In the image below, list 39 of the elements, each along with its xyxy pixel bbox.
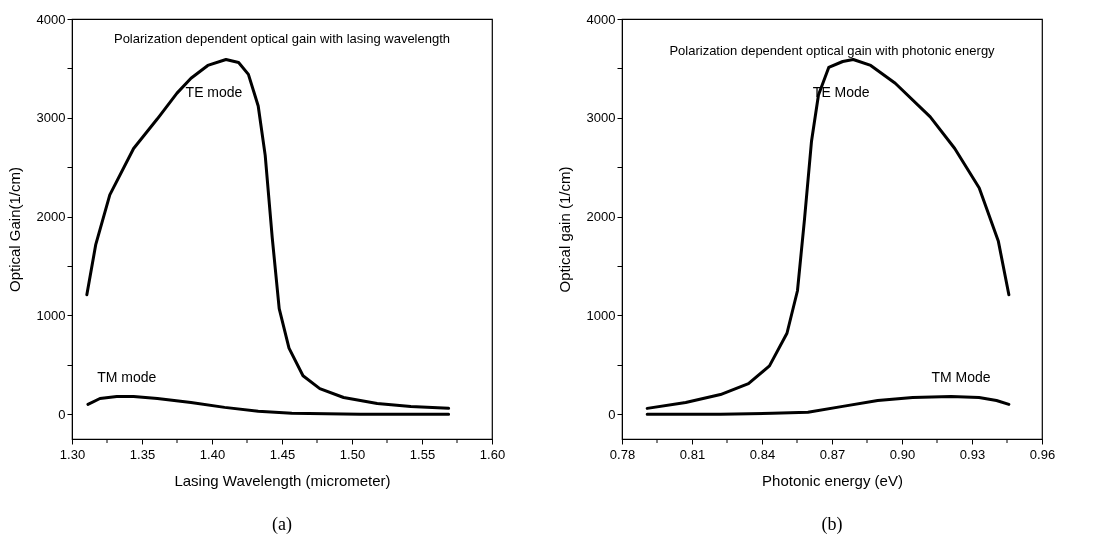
x-tick-label: 0.81	[679, 446, 706, 462]
y-tick-label: 4000	[586, 11, 616, 27]
y-tick-label: 1000	[586, 307, 616, 323]
line-series	[86, 395, 451, 416]
x-tick-label: 1.55	[409, 446, 436, 462]
x-tick-label: 1.60	[479, 446, 506, 462]
series-label: TM mode	[97, 368, 157, 385]
text: Polarization dependent optical gain with lasing wavelength	[113, 31, 451, 46]
text: (b)	[821, 514, 843, 535]
line-series	[645, 395, 1011, 416]
x-tick-label: 0.87	[819, 446, 846, 462]
text: Polarization dependent optical gain with photonic energy	[669, 43, 996, 58]
y-tick-label: 0	[58, 406, 66, 422]
x-tick-label: 0.84	[749, 446, 776, 462]
x-tick-label: 1.40	[199, 446, 226, 462]
y-axis-title: Optical Gain(1/cm)	[5, 166, 23, 293]
y-tick-label: 0	[608, 406, 616, 422]
x-axis-title: Photonic energy (eV)	[762, 471, 903, 489]
x-tick-label: 0.78	[609, 446, 636, 462]
x-tick-label: 0.96	[1029, 446, 1056, 462]
line-series	[85, 58, 451, 410]
x-axis-title: Lasing Wavelength (micrometer)	[174, 471, 391, 489]
x-tick-label: 1.50	[339, 446, 366, 462]
line-series	[645, 58, 1011, 410]
y-tick-label: 3000	[36, 110, 66, 126]
x-tick-label: 0.90	[889, 446, 916, 462]
x-tick-label: 1.45	[269, 446, 296, 462]
x-tick-label: 1.30	[59, 446, 86, 462]
y-tick-label: 4000	[36, 11, 66, 27]
y-tick-label: 1000	[36, 307, 66, 323]
y-tick-label: 3000	[586, 110, 616, 126]
text: (a)	[272, 514, 292, 535]
x-tick-label: 1.35	[129, 446, 156, 462]
series-label: TM Mode	[931, 368, 991, 385]
y-axis-title: Optical gain (1/cm)	[555, 166, 573, 293]
series-label: TE mode	[185, 83, 243, 100]
y-tick-label: 2000	[586, 209, 616, 225]
x-tick-label: 0.93	[959, 446, 986, 462]
y-tick-label: 2000	[36, 209, 66, 225]
